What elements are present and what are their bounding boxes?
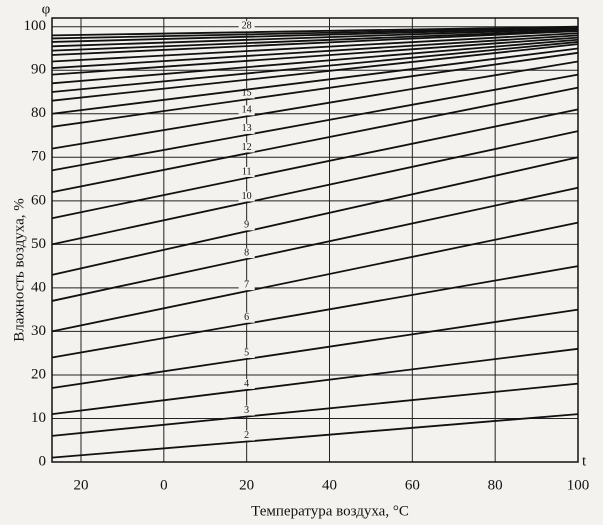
line-label: 4 <box>244 378 249 389</box>
line-label-bg <box>238 88 255 99</box>
humidity-line <box>51 51 579 128</box>
humidity-line <box>51 47 579 115</box>
line-label: 3 <box>244 405 249 416</box>
line-label: 8 <box>244 247 249 258</box>
x-tick-label: 100 <box>567 477 590 493</box>
line-label-bg <box>238 191 255 202</box>
line-label-bg <box>238 123 255 134</box>
humidity-line <box>51 32 579 63</box>
y-tick-label: 30 <box>31 323 46 339</box>
y-axis-label: Влажность воздуха, % <box>11 198 27 341</box>
y-tick-label: 80 <box>31 105 46 121</box>
x-tick-label: 80 <box>488 477 503 493</box>
line-label-bg <box>238 280 255 291</box>
line-label: 10 <box>242 191 252 202</box>
line-label: 12 <box>242 142 252 153</box>
line-label-bg <box>238 430 255 441</box>
line-label-bg <box>238 21 255 32</box>
humidity-line <box>51 26 579 40</box>
line-label-bg <box>238 220 255 231</box>
humidity-line <box>51 43 579 102</box>
humidity-line <box>51 34 579 69</box>
humidity-line <box>51 347 579 416</box>
x-tick-label: 0 <box>160 477 168 493</box>
humidity-line <box>51 221 579 333</box>
humidity-line <box>51 36 579 76</box>
x-axis-label: Температура воздуха, °C <box>251 503 409 519</box>
humidity-line <box>51 413 579 459</box>
line-label-bg <box>238 312 255 323</box>
y-tick-label: 40 <box>31 279 46 295</box>
humidity-line <box>51 108 579 220</box>
humidity-line <box>51 86 579 194</box>
line-label-bg <box>238 166 255 177</box>
line-label: 13 <box>242 123 252 134</box>
y-tick-label: 60 <box>31 192 46 208</box>
y-tick-label: 90 <box>31 62 46 78</box>
humidity-line <box>51 186 579 302</box>
humidity-line <box>51 60 579 150</box>
humidity-line <box>51 38 579 85</box>
line-label: 9 <box>244 220 249 231</box>
humidity-line <box>51 382 579 437</box>
y-tick-label: 70 <box>31 149 46 165</box>
humidity-line <box>51 265 579 359</box>
humidity-line <box>51 29 579 52</box>
y-axis-symbol: φ <box>42 1 51 17</box>
humidity-line <box>51 41 579 93</box>
humidity-line <box>51 73 579 172</box>
line-label-bg <box>238 142 255 153</box>
line-label: 2 <box>244 430 249 441</box>
line-label-bg <box>238 378 255 389</box>
y-tick-label: 0 <box>39 453 47 469</box>
x-tick-label: 20 <box>239 477 254 493</box>
humidity-line <box>51 25 579 37</box>
y-tick-label: 20 <box>31 366 46 382</box>
line-label-bg <box>238 348 255 359</box>
line-label: 7 <box>244 279 249 290</box>
line-label-bg <box>238 105 255 116</box>
x-tick-label: 40 <box>322 477 337 493</box>
humidity-line <box>51 156 579 276</box>
line-label: 15 <box>242 88 252 99</box>
line-label-bg <box>238 248 255 259</box>
y-tick-label: 50 <box>31 236 46 252</box>
humidity-line <box>51 130 579 246</box>
humidity-line <box>51 27 579 48</box>
y-tick-label: 10 <box>31 410 46 426</box>
plot-frame <box>51 17 579 463</box>
x-tick-label: 20 <box>73 477 88 493</box>
line-label: 14 <box>242 105 252 116</box>
x-tick-label: 60 <box>405 477 420 493</box>
x-axis-symbol: t <box>582 453 587 469</box>
line-label: 5 <box>244 347 249 358</box>
humidity-line <box>51 27 579 43</box>
line-label: 28 <box>242 20 252 31</box>
line-label: 11 <box>242 166 252 177</box>
humidity-line <box>51 308 579 389</box>
y-tick-label: 100 <box>24 18 47 34</box>
line-label-bg <box>238 405 255 416</box>
humidity-line <box>51 30 579 56</box>
line-label: 6 <box>244 312 249 323</box>
